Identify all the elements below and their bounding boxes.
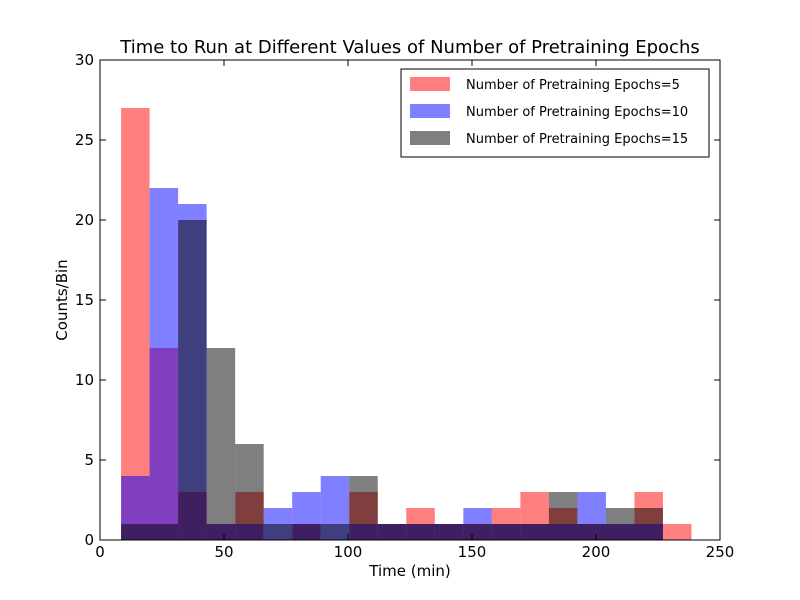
- y-tick-label: 5: [84, 451, 94, 469]
- y-tick-label: 30: [75, 51, 94, 69]
- bar-series-3-bin-1: [121, 524, 150, 540]
- x-tick-label: 0: [95, 543, 105, 561]
- bar-series-3-bin-6: [263, 524, 293, 540]
- y-tick-label: 0: [84, 531, 94, 549]
- bar-series-3-bin-7: [292, 524, 321, 540]
- y-tick-label: 10: [75, 371, 94, 389]
- y-tick-label: 20: [75, 211, 94, 229]
- x-tick-label: 100: [334, 543, 363, 561]
- bar-series-3-bin-19: [634, 508, 663, 540]
- x-tick-label: 150: [458, 543, 487, 561]
- legend-label: Number of Pretraining Epochs=15: [466, 132, 688, 147]
- legend: Number of Pretraining Epochs=5 Number of …: [400, 68, 710, 158]
- bar-series-3-bin-13: [463, 524, 492, 540]
- y-tick-label: 25: [75, 131, 94, 149]
- bar-series-2-bin-2: [149, 188, 179, 540]
- y-tick-label: 15: [75, 291, 94, 309]
- chart-title: Time to Run at Different Values of Numbe…: [119, 37, 699, 58]
- y-axis-label: Counts/Bin: [53, 259, 71, 340]
- bar-series-3-bin-3: [178, 220, 207, 540]
- bar-series-3-bin-8: [320, 524, 350, 540]
- ticks-layer: 0 50 100 150 200 250 0 5 10 15 20 25 30: [75, 51, 734, 561]
- bar-series-3-bin-5: [235, 444, 264, 540]
- legend-label: Number of Pretraining Epochs=5: [466, 78, 680, 93]
- bar-series-1-bin-1: [121, 108, 150, 540]
- bar-series-3-bin-10: [377, 524, 407, 540]
- x-tick-label: 200: [582, 543, 611, 561]
- bar-series-3-bin-16: [548, 492, 578, 540]
- legend-label: Number of Pretraining Epochs=10: [466, 105, 688, 120]
- legend-swatch: [410, 77, 450, 91]
- legend-box: [400, 68, 710, 158]
- bar-series-3-bin-17: [577, 524, 606, 540]
- bars-layer: [121, 108, 692, 540]
- legend-swatch: [410, 104, 450, 118]
- bar-series-3-bin-14: [491, 524, 521, 540]
- bar-series-3-bin-9: [349, 476, 378, 540]
- bar-series-3-bin-11: [406, 524, 435, 540]
- bar-series-3-bin-4: [206, 348, 236, 540]
- x-tick-label: 250: [706, 543, 735, 561]
- bar-series-3-bin-18: [605, 508, 635, 540]
- x-axis-label: Time (min): [368, 562, 450, 580]
- bar-series-1-bin-20: [662, 524, 692, 540]
- bar-series-3-bin-12: [434, 524, 464, 540]
- x-tick-label: 50: [214, 543, 233, 561]
- legend-swatch: [410, 131, 450, 145]
- bar-series-3-bin-15: [520, 524, 549, 540]
- bar-series-3-bin-2: [149, 524, 179, 540]
